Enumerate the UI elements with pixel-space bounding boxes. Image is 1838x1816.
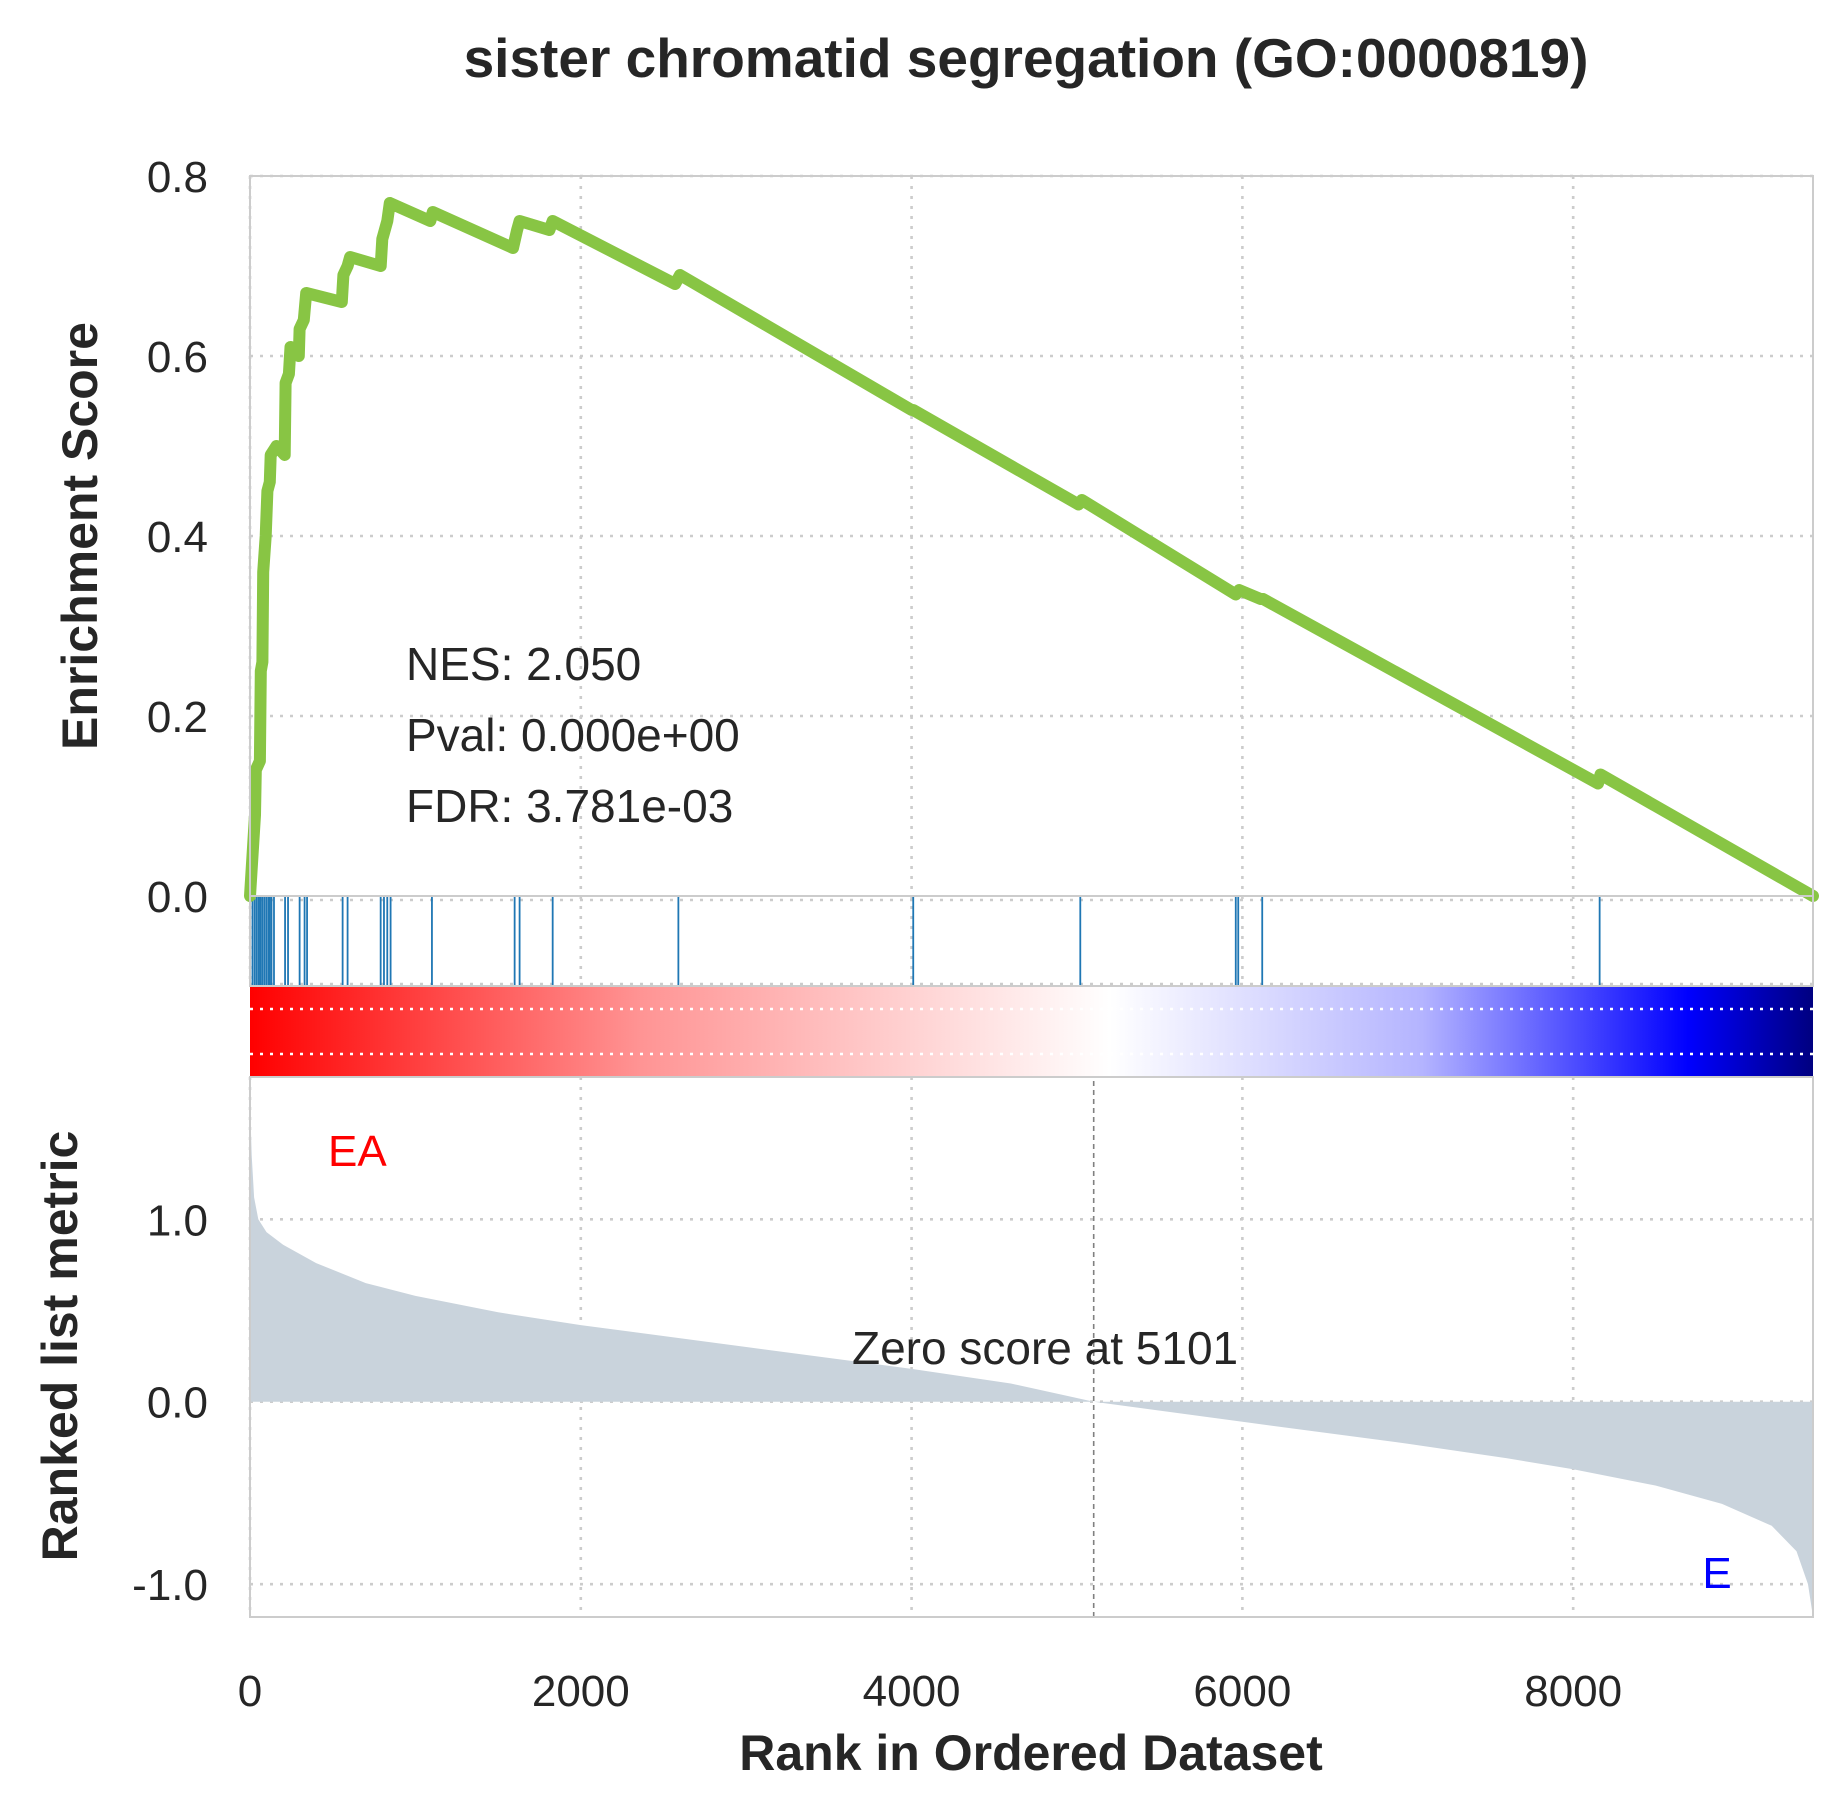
es-y-tick-label: 0.2 [147,693,208,742]
x-tick-label: 2000 [532,1667,630,1716]
negative-phenotype-label: E [1702,1549,1731,1598]
fdr-text: FDR: 3.781e-03 [406,780,733,832]
ranked-metric-area [250,1100,1813,1617]
x-tick-label: 0 [238,1667,262,1716]
metric-panel-frame [249,1076,1814,1618]
rank-color-bar [250,986,1813,1077]
metric-y-tick-label: 0.0 [147,1379,208,1428]
es-y-tick-label: 0.0 [147,873,208,922]
x-tick-label: 4000 [863,1667,961,1716]
es-y-tick-label: 0.8 [147,153,208,202]
metric-y-tick-label: -1.0 [132,1561,208,1610]
es-y-tick-label: 0.6 [147,333,208,382]
x-axis-label: Rank in Ordered Dataset [739,1725,1323,1781]
x-tick-label: 8000 [1524,1667,1622,1716]
enrichment-score-line [244,197,1819,902]
nes-text: NES: 2.050 [406,638,641,690]
hits-panel-frame [249,895,1814,987]
pval-text: Pval: 0.000e+00 [406,709,740,761]
zero-score-text: Zero score at 5101 [852,1322,1238,1374]
chart-title: sister chromatid segregation (GO:0000819… [464,27,1589,89]
es-y-tick-label: 0.4 [147,513,208,562]
positive-phenotype-label: EA [328,1127,387,1176]
hits-layer [251,896,1601,986]
enrichment-y-axis-label: Enrichment Score [52,322,108,750]
x-tick-label: 6000 [1193,1667,1291,1716]
metric-y-axis-label: Ranked list metric [32,1131,88,1562]
ticks-layer: 0 2000 4000 6000 8000 0.0 0.2 0.4 0.6 0.8 -1.0 0.0 1… [132,153,1622,1716]
metric-layer [250,1081,1813,1617]
metric-y-tick-label: 1.0 [147,1196,208,1245]
